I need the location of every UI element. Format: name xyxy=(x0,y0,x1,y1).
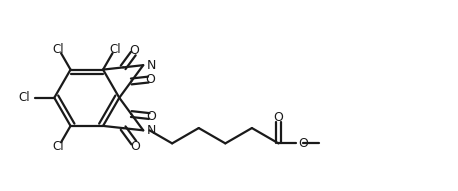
Text: Cl: Cl xyxy=(18,91,30,104)
Text: N: N xyxy=(147,59,156,72)
Text: Cl: Cl xyxy=(109,43,121,56)
Text: O: O xyxy=(130,44,139,57)
Text: Cl: Cl xyxy=(53,140,64,153)
Text: O: O xyxy=(130,140,140,153)
Text: Cl: Cl xyxy=(53,43,64,56)
Text: O: O xyxy=(298,137,308,150)
Text: O: O xyxy=(273,111,284,124)
Text: N: N xyxy=(147,124,156,137)
Text: O: O xyxy=(145,73,155,86)
Text: O: O xyxy=(147,110,156,123)
